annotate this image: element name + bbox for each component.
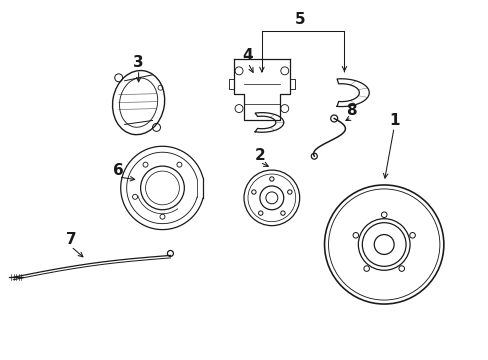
- Circle shape: [280, 211, 285, 215]
- Text: 2: 2: [254, 148, 265, 163]
- Circle shape: [167, 251, 173, 256]
- Circle shape: [269, 177, 273, 181]
- Text: 5: 5: [294, 12, 305, 27]
- Circle shape: [251, 190, 256, 194]
- Text: 7: 7: [65, 232, 76, 247]
- Text: 1: 1: [388, 113, 399, 128]
- Circle shape: [287, 190, 291, 194]
- Text: 4: 4: [242, 49, 253, 63]
- Text: 6: 6: [113, 163, 124, 177]
- Text: 3: 3: [133, 55, 143, 71]
- Circle shape: [258, 211, 263, 215]
- Text: 8: 8: [346, 103, 356, 118]
